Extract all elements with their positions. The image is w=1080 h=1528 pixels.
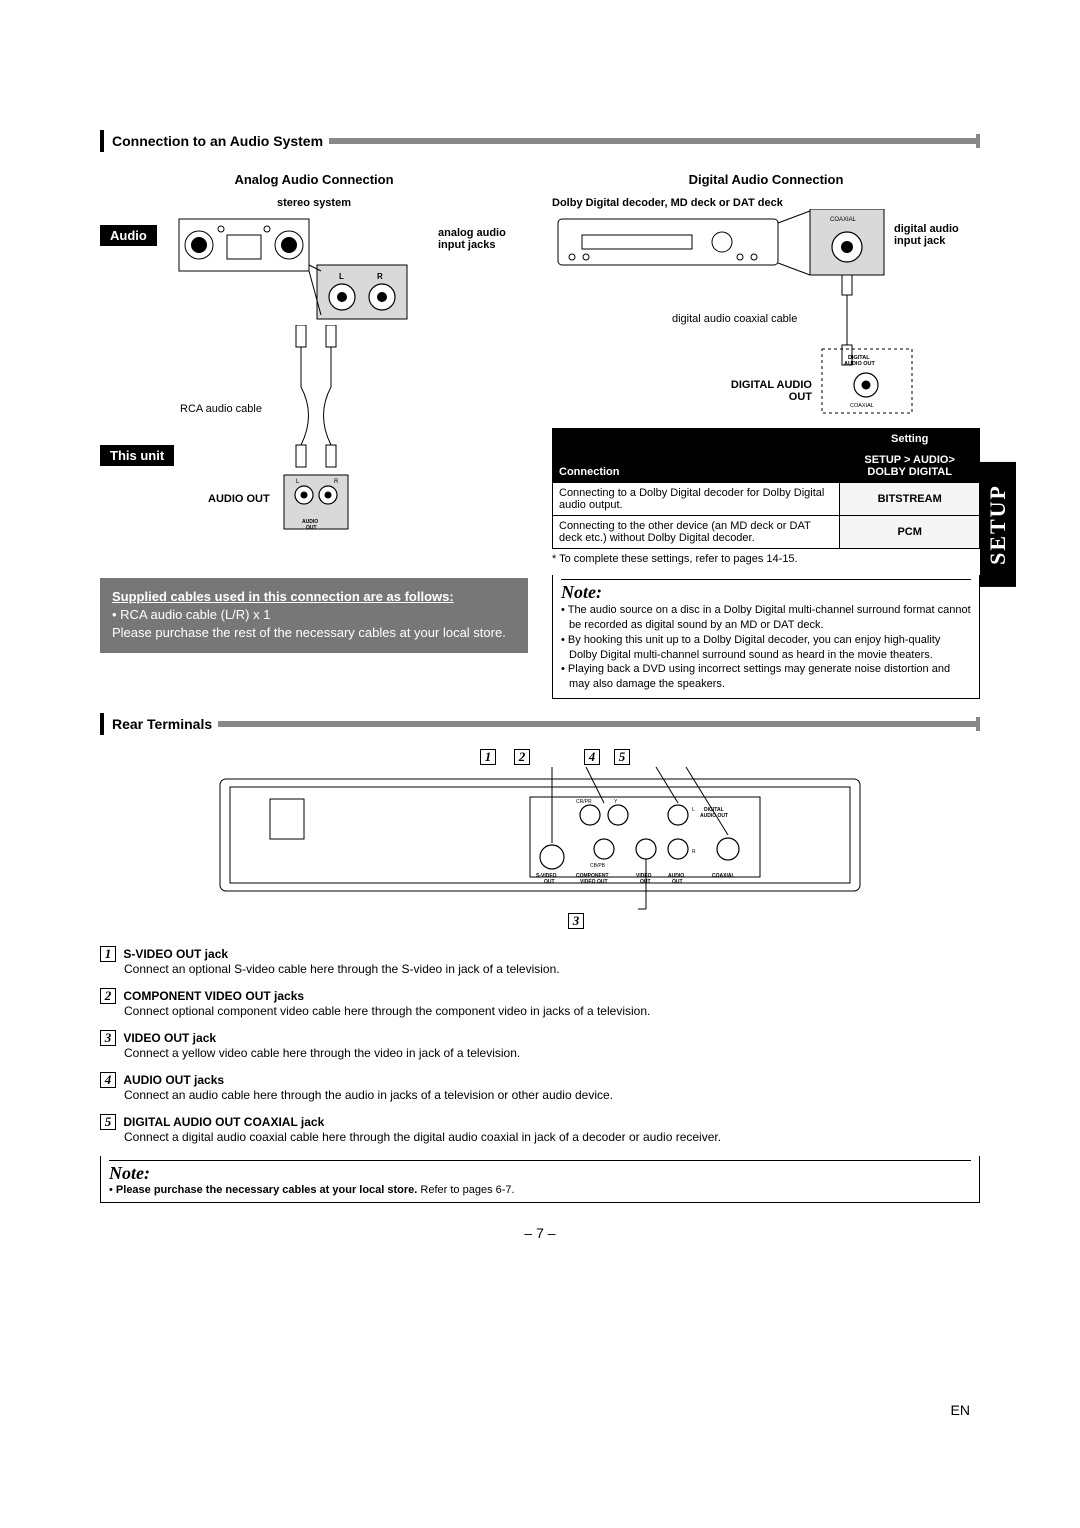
callout-5: 5	[614, 749, 630, 765]
table-footnote: * To complete these settings, refer to p…	[552, 553, 980, 565]
audio-out-label: AUDIO OUT	[208, 493, 270, 505]
stereo-diagram: L R	[177, 215, 417, 325]
settings-table: Connection Setting SETUP > AUDIO> DOLBY …	[552, 428, 980, 549]
svg-text:VIDEO OUT: VIDEO OUT	[580, 879, 608, 885]
terminal-list: 1 S-VIDEO OUT jack Connect an optional S…	[100, 946, 980, 1144]
analog-heading: Analog Audio Connection	[100, 172, 528, 187]
rear-panel-diagram: 1 2 4 5 3 CR/PR Y CB/PB L R S-VIDEO OUT …	[100, 749, 980, 932]
digital-column: Digital Audio Connection Dolby Digital d…	[552, 166, 980, 699]
callout-3: 3	[568, 913, 584, 929]
digital-jack-label: digital audio input jack	[894, 223, 980, 247]
section-connection-audio: Connection to an Audio System	[100, 130, 980, 152]
svg-text:R: R	[377, 272, 383, 281]
row2-set: PCM	[840, 516, 980, 549]
side-tab: SETUP	[980, 462, 1016, 587]
svg-text:L: L	[692, 807, 695, 813]
note-box-2: Note: • Please purchase the necessary ca…	[100, 1156, 980, 1203]
note2-rest: Refer to pages 6-7.	[417, 1184, 514, 1196]
svg-text:CR/PR: CR/PR	[576, 799, 592, 805]
terminal-title: S-VIDEO OUT jack	[123, 947, 228, 961]
setup-path: SETUP > AUDIO> DOLBY DIGITAL	[840, 450, 980, 483]
section2-title: Rear Terminals	[110, 713, 218, 735]
conn-header: Connection	[553, 429, 840, 483]
note1-item: By hooking this unit up to a Dolby Digit…	[561, 633, 971, 663]
terminal-item: 3 VIDEO OUT jack Connect a yellow video …	[100, 1030, 980, 1060]
numbox: 3	[100, 1030, 116, 1046]
supplied-cables-box: Supplied cables used in this connection …	[100, 578, 528, 653]
note2-title: Note:	[109, 1160, 971, 1184]
supplied-line3: Please purchase the rest of the necessar…	[112, 624, 516, 642]
svg-text:AUDIO OUT: AUDIO OUT	[844, 361, 876, 367]
terminal-desc: Connect optional component video cable h…	[100, 1004, 980, 1018]
svg-text:OUT: OUT	[306, 525, 317, 531]
terminal-item: 4 AUDIO OUT jacks Connect an audio cable…	[100, 1072, 980, 1102]
decoder-label: Dolby Digital decoder, MD deck or DAT de…	[552, 197, 980, 209]
svg-text:OUT: OUT	[640, 879, 651, 885]
analog-jacks-label: analog audio input jacks	[438, 215, 528, 251]
callout-4: 4	[584, 749, 600, 765]
svg-text:COAXIAL: COAXIAL	[712, 873, 735, 879]
terminal-item: 5 DIGITAL AUDIO OUT COAXIAL jack Connect…	[100, 1114, 980, 1144]
row2-conn: Connecting to the other device (an MD de…	[553, 516, 840, 549]
row1-conn: Connecting to a Dolby Digital decoder fo…	[553, 483, 840, 516]
stereo-label: stereo system	[100, 197, 528, 209]
note1-item: The audio source on a disc in a Dolby Di…	[561, 603, 971, 633]
supplied-line2: • RCA audio cable (L/R) x 1	[112, 606, 516, 624]
this-unit-chip: This unit	[100, 445, 174, 466]
terminal-item: 1 S-VIDEO OUT jack Connect an optional S…	[100, 946, 980, 976]
svg-text:R: R	[692, 849, 696, 855]
terminal-desc: Connect a yellow video cable here throug…	[100, 1046, 980, 1060]
page-number: – 7 –	[100, 1225, 980, 1241]
svg-text:R: R	[334, 479, 339, 485]
numbox: 2	[100, 988, 116, 1004]
terminal-desc: Connect a digital audio coaxial cable he…	[100, 1130, 980, 1144]
note2-bold: Please purchase the necessary cables at …	[116, 1184, 417, 1196]
analog-column: Analog Audio Connection stereo system Au…	[100, 166, 528, 699]
lang-code: EN	[951, 1402, 970, 1418]
rca-cable-label: RCA audio cable	[180, 403, 262, 415]
terminal-item: 2 COMPONENT VIDEO OUT jacks Connect opti…	[100, 988, 980, 1018]
terminal-title: COMPONENT VIDEO OUT jacks	[123, 989, 304, 1003]
svg-text:COAXIAL: COAXIAL	[850, 403, 874, 409]
row1-set: BITSTREAM	[840, 483, 980, 516]
section-rear-terminals: Rear Terminals	[100, 713, 980, 735]
svg-text:OUT: OUT	[544, 879, 555, 885]
note1-title: Note:	[561, 579, 971, 603]
callout-1: 1	[480, 749, 496, 765]
setting-header: Setting	[840, 429, 980, 450]
terminal-title: AUDIO OUT jacks	[123, 1073, 224, 1087]
svg-text:CB/PB: CB/PB	[590, 863, 606, 869]
audio-chip: Audio	[100, 225, 157, 246]
coax-cable-label: digital audio coaxial cable	[672, 313, 797, 325]
terminal-title: DIGITAL AUDIO OUT COAXIAL jack	[123, 1115, 324, 1129]
digital-audio-out-label: DIGITAL AUDIO OUT	[712, 379, 812, 403]
note-box-1: Note: The audio source on a disc in a Do…	[552, 575, 980, 699]
supplied-line1: Supplied cables used in this connection …	[112, 588, 516, 606]
note1-item: Playing back a DVD using incorrect setti…	[561, 662, 971, 692]
svg-text:COAXIAL: COAXIAL	[830, 217, 857, 223]
numbox: 4	[100, 1072, 116, 1088]
terminal-title: VIDEO OUT jack	[123, 1031, 216, 1045]
digital-heading: Digital Audio Connection	[552, 172, 980, 187]
svg-text:AUDIO OUT: AUDIO OUT	[700, 813, 728, 819]
numbox: 1	[100, 946, 116, 962]
numbox: 5	[100, 1114, 116, 1130]
svg-text:L: L	[339, 272, 344, 281]
callout-2: 2	[514, 749, 530, 765]
terminal-desc: Connect an audio cable here through the …	[100, 1088, 980, 1102]
section-title: Connection to an Audio System	[110, 130, 329, 152]
svg-text:OUT: OUT	[672, 879, 683, 885]
terminal-desc: Connect an optional S-video cable here t…	[100, 962, 980, 976]
